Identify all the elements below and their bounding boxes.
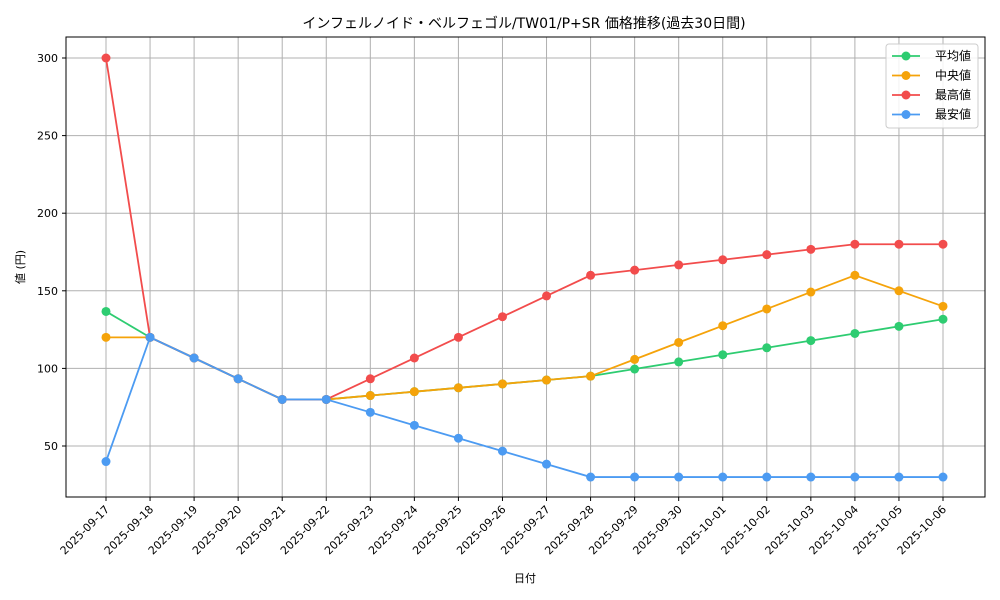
y-tick-label: 300 bbox=[37, 52, 58, 65]
data-point bbox=[101, 332, 111, 342]
series-lines bbox=[101, 53, 948, 482]
data-point bbox=[101, 457, 111, 467]
legend-label: 最高値 bbox=[935, 87, 971, 102]
data-point bbox=[453, 332, 463, 342]
data-point bbox=[365, 391, 375, 401]
data-point bbox=[453, 383, 463, 393]
data-point bbox=[586, 472, 596, 482]
data-point bbox=[718, 350, 728, 360]
data-point bbox=[189, 353, 199, 363]
data-point bbox=[762, 343, 772, 353]
series-line bbox=[101, 306, 948, 404]
data-point bbox=[586, 270, 596, 280]
data-point bbox=[938, 239, 948, 249]
data-point bbox=[674, 337, 684, 347]
y-tick-label: 250 bbox=[37, 130, 58, 143]
data-point bbox=[938, 301, 948, 311]
data-point bbox=[674, 260, 684, 270]
data-point bbox=[850, 239, 860, 249]
data-point bbox=[409, 353, 419, 363]
data-point bbox=[718, 255, 728, 265]
data-point bbox=[674, 472, 684, 482]
data-point bbox=[542, 375, 552, 385]
data-point bbox=[938, 314, 948, 324]
data-point bbox=[101, 53, 111, 63]
data-point bbox=[233, 374, 243, 384]
data-point bbox=[718, 321, 728, 331]
y-tick-label: 200 bbox=[37, 207, 58, 220]
data-point bbox=[850, 472, 860, 482]
legend-item: 最安値 bbox=[892, 107, 971, 122]
data-point bbox=[674, 357, 684, 367]
data-point bbox=[453, 433, 463, 443]
data-point bbox=[542, 291, 552, 301]
data-point bbox=[894, 239, 904, 249]
data-point bbox=[762, 250, 772, 260]
data-point bbox=[762, 304, 772, 314]
legend-item: 最高値 bbox=[892, 87, 971, 102]
legend-label: 平均値 bbox=[935, 48, 971, 63]
data-point bbox=[365, 374, 375, 384]
data-point bbox=[365, 407, 375, 417]
data-point bbox=[586, 371, 596, 381]
data-point bbox=[630, 354, 640, 364]
data-point bbox=[894, 321, 904, 331]
x-axis-label: 日付 bbox=[514, 572, 536, 585]
data-point bbox=[542, 459, 552, 469]
y-tick-label: 50 bbox=[44, 440, 58, 453]
data-point bbox=[497, 312, 507, 322]
data-point bbox=[894, 472, 904, 482]
data-point bbox=[894, 286, 904, 296]
data-point bbox=[762, 472, 772, 482]
data-point bbox=[630, 364, 640, 374]
data-point bbox=[497, 379, 507, 389]
series-line bbox=[101, 53, 948, 404]
data-point bbox=[277, 394, 287, 404]
data-point bbox=[145, 332, 155, 342]
data-point bbox=[850, 270, 860, 280]
data-point bbox=[101, 306, 111, 316]
data-point bbox=[497, 446, 507, 456]
legend-label: 最安値 bbox=[935, 107, 971, 122]
y-axis-label: 値 (円) bbox=[14, 250, 27, 284]
chart-title: インフェルノイド・ベルフェゴル/TW01/P+SR 価格推移(過去30日間) bbox=[302, 15, 745, 32]
data-point bbox=[409, 387, 419, 397]
data-point bbox=[806, 287, 816, 297]
data-point bbox=[850, 328, 860, 338]
data-point bbox=[806, 244, 816, 254]
grid-lines bbox=[66, 37, 985, 497]
data-point bbox=[409, 420, 419, 430]
plot-frame bbox=[65, 36, 986, 498]
data-point bbox=[718, 472, 728, 482]
data-point bbox=[806, 472, 816, 482]
data-point bbox=[938, 472, 948, 482]
data-point bbox=[630, 265, 640, 275]
y-tick-label: 100 bbox=[37, 362, 58, 375]
y-tick-label: 150 bbox=[37, 285, 58, 298]
x-axis: 2025-09-172025-09-182025-09-192025-09-20… bbox=[58, 497, 949, 557]
data-point bbox=[321, 394, 331, 404]
data-point bbox=[630, 472, 640, 482]
y-axis: 50 100 150 200 250 300 bbox=[37, 52, 66, 453]
legend-item: 平均値 bbox=[892, 48, 971, 63]
legend-item: 中央値 bbox=[892, 68, 971, 83]
legend-label: 中央値 bbox=[935, 68, 971, 83]
data-point bbox=[806, 336, 816, 346]
series-line bbox=[101, 332, 948, 482]
